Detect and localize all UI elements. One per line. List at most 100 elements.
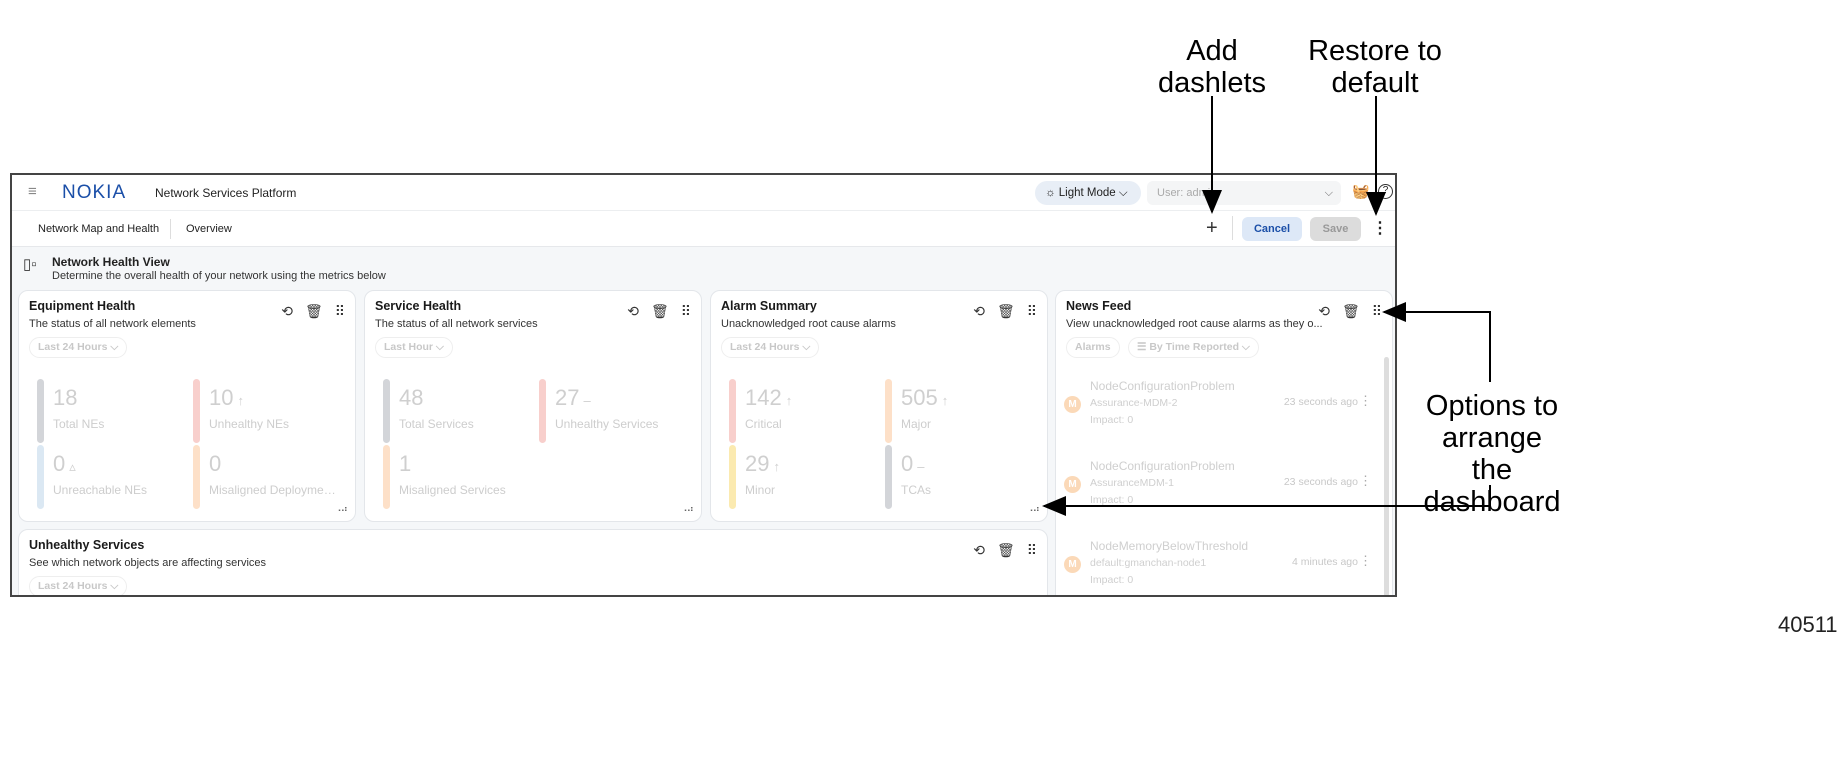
news-feed-item[interactable]: M NodeConfigurationProblem AssuranceMDM-… bbox=[1064, 459, 1374, 519]
metric-label: Unhealthy NEs bbox=[209, 417, 290, 431]
metric-value: 1 bbox=[399, 451, 412, 476]
trend-icon: ▵ bbox=[69, 459, 76, 474]
card-subtitle: See which network objects are affecting … bbox=[29, 557, 267, 569]
time-filter[interactable]: Last 24 Hours ⌵ bbox=[721, 337, 820, 358]
metric-tile[interactable]: 1 Misaligned Services bbox=[383, 445, 533, 509]
sort-icon: ☰ bbox=[1137, 341, 1147, 353]
drag-handle-icon[interactable]: ⠿ bbox=[1026, 303, 1037, 319]
metric-tile[interactable]: 0 ▵ Unreachable NEs bbox=[37, 445, 187, 509]
add-dashlet-button[interactable]: + bbox=[1206, 217, 1218, 239]
sort-filter[interactable]: ☰ By Time Reported ⌵ bbox=[1128, 337, 1259, 358]
basket-icon[interactable]: 🧺 bbox=[1352, 183, 1370, 199]
metric-tile[interactable]: 18 Total NEs bbox=[37, 379, 187, 443]
card-subtitle: The status of all network elements bbox=[29, 318, 196, 330]
hamburger-menu-icon[interactable]: ≡ bbox=[28, 183, 37, 200]
metric-label: Unhealthy Services bbox=[555, 417, 659, 431]
trend-icon: ↑ bbox=[785, 393, 793, 408]
metric-tile[interactable]: 0– TCAs bbox=[885, 445, 1035, 509]
trend-icon: ↑ bbox=[237, 393, 244, 408]
help-icon[interactable]: ? bbox=[1378, 184, 1393, 199]
tab-overview[interactable]: Overview bbox=[186, 223, 232, 235]
more-options-icon[interactable]: ⋮ bbox=[1359, 393, 1372, 408]
metric-value: 27– bbox=[555, 385, 591, 410]
metric-tile[interactable]: 505 ↑ Major bbox=[885, 379, 1035, 443]
more-options-icon[interactable]: ⋮ bbox=[1359, 473, 1372, 488]
status-bar bbox=[193, 379, 200, 443]
metric-label: Misaligned Deployments bbox=[209, 483, 339, 497]
drag-handle-icon[interactable]: ⠿ bbox=[1026, 542, 1037, 558]
alarm-time: 4 minutes ago bbox=[1292, 556, 1358, 568]
resize-handle-icon[interactable]: ⠠⠴ bbox=[680, 504, 694, 515]
metric-tile[interactable]: 142 ↑ Critical bbox=[729, 379, 879, 443]
trash-icon[interactable]: 🗑 bbox=[1341, 303, 1360, 319]
refresh-icon[interactable]: ⟲ bbox=[973, 303, 985, 319]
refresh-icon[interactable]: ⟲ bbox=[1318, 303, 1330, 319]
time-filter[interactable]: Last 24 Hours ⌵ bbox=[29, 576, 128, 595]
metric-value: 29 ↑ bbox=[745, 451, 780, 476]
time-filter-label: Last Hour bbox=[384, 341, 434, 353]
refresh-icon[interactable]: ⟲ bbox=[627, 303, 639, 319]
time-filter-label: Last 24 Hours bbox=[38, 580, 108, 592]
severity-avatar: M bbox=[1064, 476, 1081, 493]
metric-label: Unreachable NEs bbox=[53, 483, 148, 497]
chevron-down-icon: ⌵ bbox=[1118, 187, 1128, 199]
cancel-button[interactable]: Cancel bbox=[1242, 217, 1302, 241]
time-filter-label: Last 24 Hours bbox=[38, 341, 108, 353]
chevron-down-icon: ⌵ bbox=[1324, 187, 1333, 199]
sun-icon: ☼ bbox=[1045, 187, 1056, 199]
card-subtitle: The status of all network services bbox=[375, 318, 538, 330]
trend-icon: – bbox=[917, 459, 925, 474]
mode-label: Light Mode bbox=[1058, 187, 1116, 199]
scrollbar[interactable] bbox=[1384, 357, 1389, 595]
news-feed-item[interactable]: M NodeMemoryBelowThreshold default:gmanc… bbox=[1064, 539, 1374, 595]
refresh-icon[interactable]: ⟲ bbox=[281, 303, 293, 319]
trend-icon: ↑ bbox=[941, 393, 949, 408]
dashboard-icon: ▯▫ bbox=[23, 256, 37, 273]
alarm-name: NodeConfigurationProblem bbox=[1090, 379, 1235, 393]
trash-icon[interactable]: 🗑 bbox=[304, 303, 323, 319]
metric-label: Total NEs bbox=[53, 417, 105, 431]
divider bbox=[170, 219, 171, 239]
status-bar bbox=[383, 445, 390, 509]
time-filter[interactable]: Last 24 Hours ⌵ bbox=[29, 337, 128, 358]
metric-tile[interactable]: 48 Total Services bbox=[383, 379, 533, 443]
app-screenshot: ≡ NOKIA Network Services Platform ☼ Ligh… bbox=[10, 173, 1397, 597]
card-tools: ⟲ 🗑 ⠿ bbox=[627, 303, 691, 320]
trash-icon[interactable]: 🗑 bbox=[996, 303, 1015, 319]
alarms-filter[interactable]: Alarms bbox=[1066, 337, 1120, 358]
trash-icon[interactable]: 🗑 bbox=[996, 542, 1015, 558]
save-button[interactable]: Save bbox=[1310, 217, 1361, 241]
drag-handle-icon[interactable]: ⠿ bbox=[334, 303, 345, 319]
metric-tile[interactable]: 29 ↑ Minor bbox=[729, 445, 879, 509]
news-feed-item[interactable]: M NodeConfigurationProblem Assurance-MDM… bbox=[1064, 379, 1374, 439]
resize-handle-icon[interactable]: ⠠⠴ bbox=[1026, 504, 1040, 515]
light-mode-dropdown[interactable]: ☼ Light Mode ⌵ bbox=[1035, 181, 1141, 205]
app-title: Network Services Platform bbox=[155, 186, 297, 200]
metric-label: Minor bbox=[745, 483, 776, 497]
card-title: News Feed bbox=[1066, 299, 1132, 313]
alarm-time: 23 seconds ago bbox=[1283, 396, 1358, 408]
drag-handle-icon[interactable]: ⠿ bbox=[680, 303, 691, 319]
metric-tile[interactable]: 27– Unhealthy Services bbox=[539, 379, 689, 443]
refresh-icon[interactable]: ⟲ bbox=[973, 542, 985, 558]
card-tools: ⟲ 🗑 ⠿ bbox=[973, 542, 1037, 559]
more-options-icon[interactable]: ⋮ bbox=[1372, 220, 1388, 237]
trash-icon[interactable]: 🗑 bbox=[650, 303, 669, 319]
time-filter-label: Last 24 Hours bbox=[730, 341, 800, 353]
metric-tile[interactable]: 0 Misaligned Deployments bbox=[193, 445, 343, 509]
user-select[interactable]: User: admin ⌵ bbox=[1147, 181, 1341, 205]
time-filter[interactable]: Last Hour ⌵ bbox=[375, 337, 453, 358]
status-bar bbox=[383, 379, 390, 443]
metric-label: TCAs bbox=[901, 483, 931, 497]
metric-tile[interactable]: 10 ↑ Unhealthy NEs bbox=[193, 379, 343, 443]
alarm-impact: Impact: 0 bbox=[1090, 574, 1134, 586]
resize-handle-icon[interactable]: ⠠⠴ bbox=[334, 504, 348, 515]
drag-handle-icon[interactable]: ⠿ bbox=[1371, 303, 1382, 319]
alarm-source: default:gmanchan-node1 bbox=[1090, 557, 1207, 569]
more-options-icon[interactable]: ⋮ bbox=[1359, 553, 1372, 568]
alarm-source: AssuranceMDM-1 bbox=[1090, 477, 1175, 489]
status-bar bbox=[885, 379, 892, 443]
status-bar bbox=[37, 445, 44, 509]
tab-network-map-health[interactable]: Network Map and Health bbox=[38, 223, 160, 235]
metric-value: 0 bbox=[209, 451, 222, 476]
